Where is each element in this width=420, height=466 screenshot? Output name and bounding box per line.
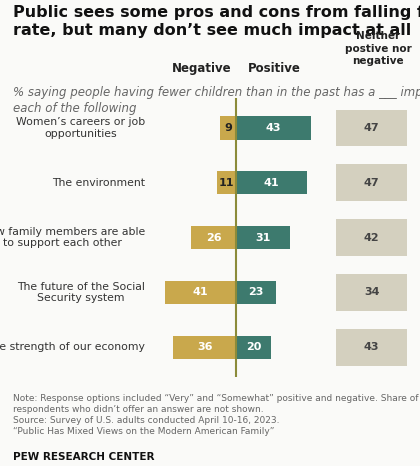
Text: Positive: Positive (248, 62, 301, 75)
Text: 43: 43 (364, 343, 379, 352)
Text: 11: 11 (219, 178, 234, 188)
Text: 31: 31 (255, 233, 271, 243)
Text: 41: 41 (193, 288, 208, 297)
Text: The future of the Social
Security system: The future of the Social Security system (17, 281, 145, 303)
Bar (165, 281, 236, 304)
Bar (236, 336, 271, 359)
Bar (236, 281, 276, 304)
Text: 42: 42 (364, 233, 380, 243)
Bar (220, 116, 236, 139)
Text: 43: 43 (266, 123, 281, 133)
Text: The strength of our economy: The strength of our economy (0, 343, 145, 352)
Text: The environment: The environment (52, 178, 145, 188)
Bar (236, 226, 290, 249)
Bar (236, 171, 307, 194)
Text: 36: 36 (197, 343, 213, 352)
Text: 41: 41 (264, 178, 280, 188)
Text: 47: 47 (364, 178, 380, 188)
Bar (173, 336, 236, 359)
Text: 23: 23 (248, 288, 264, 297)
Text: PEW RESEARCH CENTER: PEW RESEARCH CENTER (13, 452, 154, 462)
Text: 34: 34 (364, 288, 379, 297)
Text: Note: Response options included “Very” and “Somewhat” positive and negative. Sha: Note: Response options included “Very” a… (13, 394, 418, 436)
Text: 20: 20 (246, 343, 261, 352)
Bar (217, 171, 236, 194)
Text: Neither
postive nor
negative: Neither postive nor negative (345, 31, 411, 66)
Text: 26: 26 (206, 233, 221, 243)
Text: Public sees some pros and cons from falling fertility
rate, but many don’t see m: Public sees some pros and cons from fall… (13, 5, 420, 38)
Bar (191, 226, 236, 249)
Text: How family members are able
to support each other: How family members are able to support e… (0, 227, 145, 248)
Text: % saying people having fewer children than in the past has a ___ impact on
each : % saying people having fewer children th… (13, 86, 420, 115)
Text: 47: 47 (364, 123, 380, 133)
Text: 9: 9 (224, 123, 232, 133)
Bar (236, 116, 311, 139)
Text: Women’s careers or job
opportunities: Women’s careers or job opportunities (16, 117, 145, 139)
Text: Negative: Negative (171, 62, 231, 75)
